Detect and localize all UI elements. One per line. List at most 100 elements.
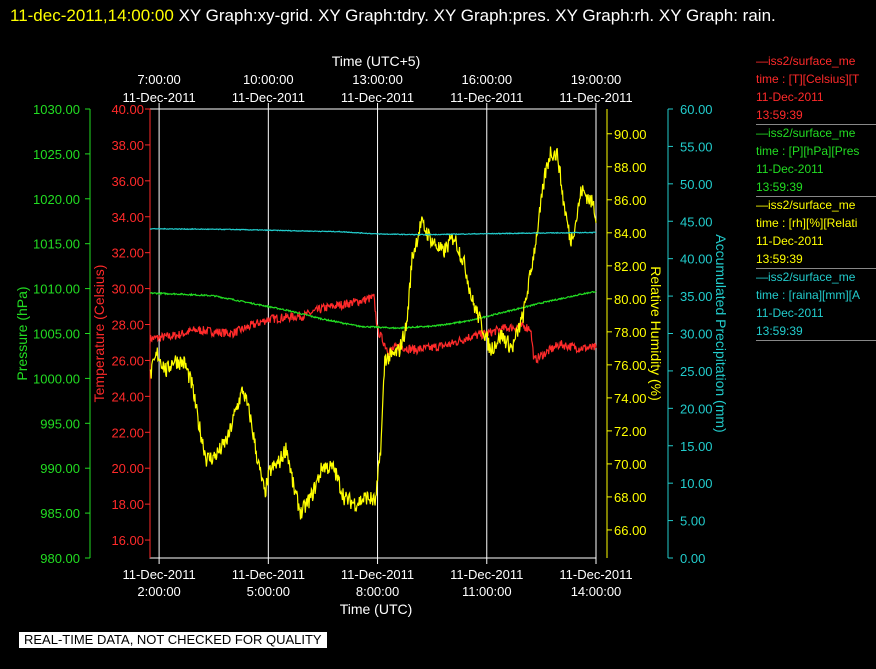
rain-tick-label: 0.00 [680,551,705,566]
legend-time: 13:59:39 [756,180,803,194]
rain-tick-label: 30.00 [680,327,713,342]
legend-name: —iss2/surface_me [756,270,856,284]
temperature-tick-label: 28.00 [111,318,144,333]
pressure-tick-label: 1030.00 [33,102,80,117]
x-tick-label: 11:00:00 [462,584,512,599]
pressure-tick-label: 985.00 [40,506,80,521]
rh-axis-title: Relative Humidity (%) [648,266,664,401]
rain-tick-label: 10.00 [680,476,713,491]
pressure-tick-label: 1010.00 [33,282,80,297]
x2-tick-label: 10:00:00 [243,72,294,87]
legend-name: —iss2/surface_me [756,126,856,140]
title-timestamp: 11-dec-2011,14:00:00 [10,6,174,25]
x-tick-label: 2:00:00 [137,584,180,599]
pressure-tick-label: 995.00 [40,416,80,431]
plot-frame [149,108,597,559]
x2-tick-date: 11-Dec-2011 [232,90,305,105]
x2-tick-date: 11-Dec-2011 [450,90,523,105]
rain-axis-title: Accumulated Precipitation (mm) [713,234,729,432]
legend-divider [756,124,876,125]
legend-name: —iss2/surface_me [756,54,856,68]
rh-tick-label: 90.00 [614,127,647,142]
x2-tick-label: 19:00:00 [571,72,622,87]
x-tick-date: 11-Dec-2011 [122,567,195,582]
rain-tick-label: 25.00 [680,364,713,379]
x2-tick-date: 11-Dec-2011 [122,90,195,105]
series-line-pressure [149,290,597,330]
series-line-rh [149,146,597,520]
x-axis-title: Time (UTC) [340,601,413,617]
rain-tick-label: 55.00 [680,139,713,154]
legend-divider [756,196,876,197]
rain-tick-label: 15.00 [680,439,713,454]
temperature-tick-label: 20.00 [111,461,144,476]
rh-tick-label: 68.00 [614,490,647,505]
pressure-axis-title: Pressure (hPa) [14,286,30,380]
rh-tick-label: 70.00 [614,457,647,472]
rh-tick-label: 80.00 [614,292,647,307]
rh-tick-label: 86.00 [614,193,647,208]
rain-tick-label: 50.00 [680,177,713,192]
x-tick-label: 14:00:00 [571,584,622,599]
temperature-tick-label: 22.00 [111,425,144,440]
temperature-tick-label: 24.00 [111,389,144,404]
x-tick-date: 11-Dec-2011 [341,567,414,582]
x-tick-date: 11-Dec-2011 [450,567,523,582]
legend-divider [756,268,876,269]
x2-axis-title: Time (UTC+5) [332,53,421,69]
legend-units: time : [raina][mm][A [756,288,861,302]
legend-units: time : [rh][%][Relati [756,216,858,230]
legend-date: 11-Dec-2011 [756,90,824,104]
pressure-tick-label: 1015.00 [33,237,80,252]
quality-stamp: REAL-TIME DATA, NOT CHECKED FOR QUALITY [19,632,327,648]
rh-tick-label: 78.00 [614,325,647,340]
pressure-tick-label: 1000.00 [33,371,80,386]
series-line-rain [149,227,597,236]
legend-units: time : [T][Celsius][T [756,72,860,86]
legend-name: —iss2/surface_me [756,198,856,212]
temperature-tick-label: 34.00 [111,210,144,225]
pressure-tick-label: 980.00 [40,551,80,566]
temperature-tick-label: 38.00 [111,138,144,153]
legend-time: 13:59:39 [756,252,803,266]
series-line-temperature [149,293,597,364]
rh-tick-label: 82.00 [614,259,647,274]
temperature-axis-title: Temperature (Celsius) [91,265,107,403]
rh-tick-label: 84.00 [614,226,647,241]
legend-date: 11-Dec-2011 [756,234,824,248]
rain-tick-label: 5.00 [680,514,705,529]
x2-tick-label: 16:00:00 [461,72,512,87]
chart-title: 11-dec-2011,14:00:00 XY Graph:xy-grid. X… [10,2,860,29]
x2-tick-date: 11-Dec-2011 [341,90,414,105]
x-tick-date: 11-Dec-2011 [559,567,632,582]
temperature-tick-label: 32.00 [111,246,144,261]
pressure-tick-label: 1005.00 [33,327,80,342]
rain-tick-label: 20.00 [680,401,713,416]
rh-tick-label: 76.00 [614,358,647,373]
legend-divider [756,340,876,341]
rain-tick-label: 35.00 [680,289,713,304]
temperature-tick-label: 36.00 [111,174,144,189]
temperature-tick-label: 18.00 [111,497,144,512]
temperature-tick-label: 16.00 [111,533,144,548]
x2-tick-label: 13:00:00 [352,72,403,87]
legend-units: time : [P][hPa][Pres [756,144,860,158]
rh-tick-label: 66.00 [614,523,647,538]
legend-date: 11-Dec-2011 [756,162,824,176]
pressure-tick-label: 1025.00 [33,147,80,162]
temperature-tick-label: 26.00 [111,353,144,368]
x2-tick-label: 7:00:00 [137,72,180,87]
temperature-tick-label: 30.00 [111,282,144,297]
legend-date: 11-Dec-2011 [756,306,824,320]
rh-tick-label: 72.00 [614,424,647,439]
rain-tick-label: 45.00 [680,214,713,229]
temperature-tick-label: 40.00 [111,102,144,117]
x2-tick-date: 11-Dec-2011 [559,90,632,105]
title-graph-list: XY Graph:xy-grid. XY Graph:tdry. XY Grap… [173,6,776,25]
legend-time: 13:59:39 [756,324,803,338]
